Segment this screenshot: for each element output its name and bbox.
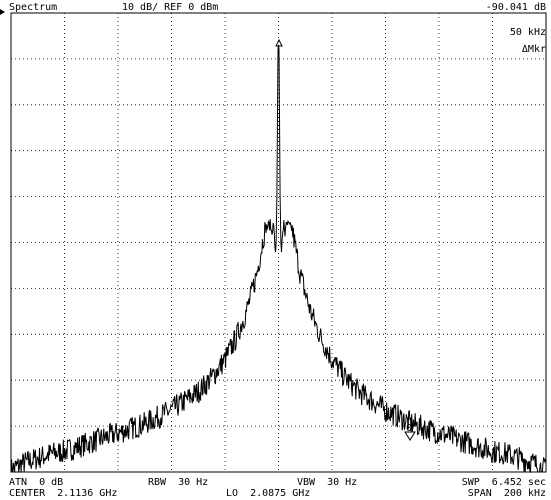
scale-label: 10 dB/ REF 0 dBm — [122, 2, 219, 13]
span-readout: SPAN 200 kHz — [467, 488, 546, 499]
lo-readout: LO 2.0875 GHz — [226, 488, 311, 499]
peak-marker-icon — [275, 38, 283, 47]
rbw-readout: RBW 30 Hz — [148, 477, 209, 488]
mode-label: Spectrum — [9, 2, 58, 13]
marker-label: 0 — [406, 423, 412, 434]
marker-symbol-icon: 0 — [404, 423, 416, 441]
vbw-readout: VBW 30 Hz — [297, 477, 358, 488]
ref-level-pointer-icon — [0, 9, 5, 15]
marker-mode: ΔMkr — [521, 44, 546, 55]
marker-offset: 50 kHz — [509, 27, 546, 38]
graticule — [11, 13, 546, 472]
marker-value: -90.041 dB — [485, 2, 546, 13]
spectrum-trace — [10, 45, 547, 474]
atn-readout: ATN 0 dB — [9, 477, 64, 488]
center-readout: CENTER 2.1136 GHz — [9, 488, 118, 499]
sweep-readout: SWP 6.452 sec — [461, 477, 546, 488]
